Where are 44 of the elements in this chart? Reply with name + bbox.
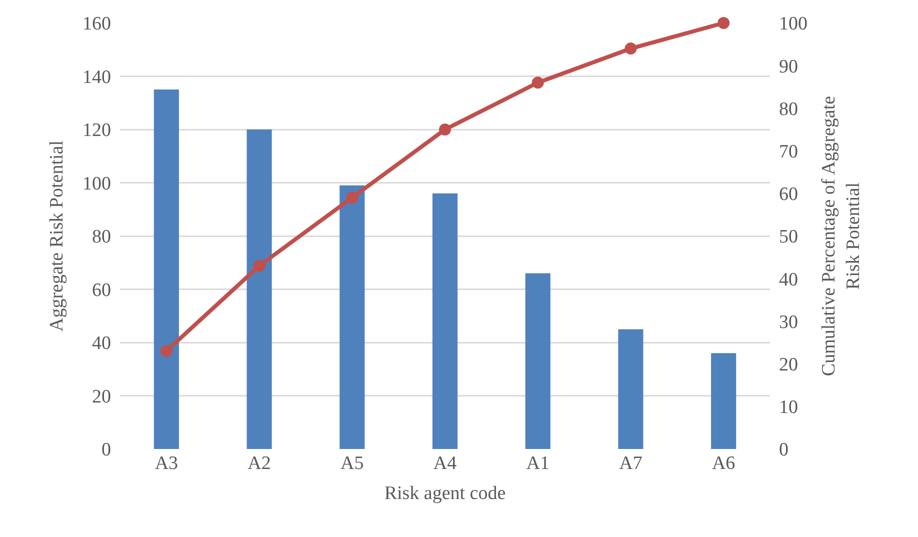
x-axis-title: Risk agent code: [384, 482, 506, 504]
y-axis-title: Aggregate Risk Potential: [46, 140, 68, 332]
x-tick-label: A6: [712, 453, 736, 474]
y-tick-label: 20: [92, 386, 111, 408]
bar: [432, 193, 458, 449]
y2-tick-label: 0: [779, 440, 788, 461]
x-tick-label: A4: [433, 453, 458, 474]
y-tick-label: 40: [92, 333, 111, 354]
bar: [154, 90, 179, 449]
y-tick-label: 60: [92, 280, 111, 301]
y-tick-label: 0: [102, 440, 111, 461]
y-tick-label: 140: [82, 66, 111, 88]
y2-tick-label: 70: [779, 141, 798, 162]
point: [624, 42, 637, 55]
point: [532, 76, 544, 89]
x-tick-label: A2: [248, 453, 271, 474]
bar: [618, 329, 644, 449]
y-tick-label: 100: [82, 173, 111, 194]
y2-tick-label: 60: [779, 184, 798, 206]
bar: [340, 185, 365, 449]
y-tick-label: 160: [82, 14, 111, 35]
point: [439, 124, 451, 136]
x-tick-label: A7: [619, 453, 642, 474]
x-tick-label: A1: [526, 453, 550, 474]
y2-tick-label: 80: [779, 98, 798, 120]
y-tick-label: 120: [82, 120, 111, 142]
x-tick-label: A3: [154, 453, 178, 474]
point: [253, 260, 266, 272]
x-tick-label: A5: [340, 453, 364, 474]
point: [160, 345, 172, 358]
point: [718, 17, 730, 29]
bar: [711, 353, 736, 449]
y2-tick-label: 100: [779, 14, 808, 35]
y-tick-label: 80: [92, 226, 111, 248]
y2-tick-label: 30: [779, 312, 798, 333]
bar: [525, 273, 550, 449]
y2-tick-label: 90: [779, 56, 798, 78]
y2-tick-label: 20: [779, 354, 798, 376]
y2-axis-title: Cumulative Percentage of Aggregate Risk Potential: [818, 96, 864, 376]
y2-tick-label: 40: [779, 269, 798, 290]
point: [346, 192, 358, 204]
y2-tick-label: 50: [779, 226, 798, 248]
y2-tick-label: 10: [779, 397, 798, 418]
bar: [246, 130, 272, 449]
